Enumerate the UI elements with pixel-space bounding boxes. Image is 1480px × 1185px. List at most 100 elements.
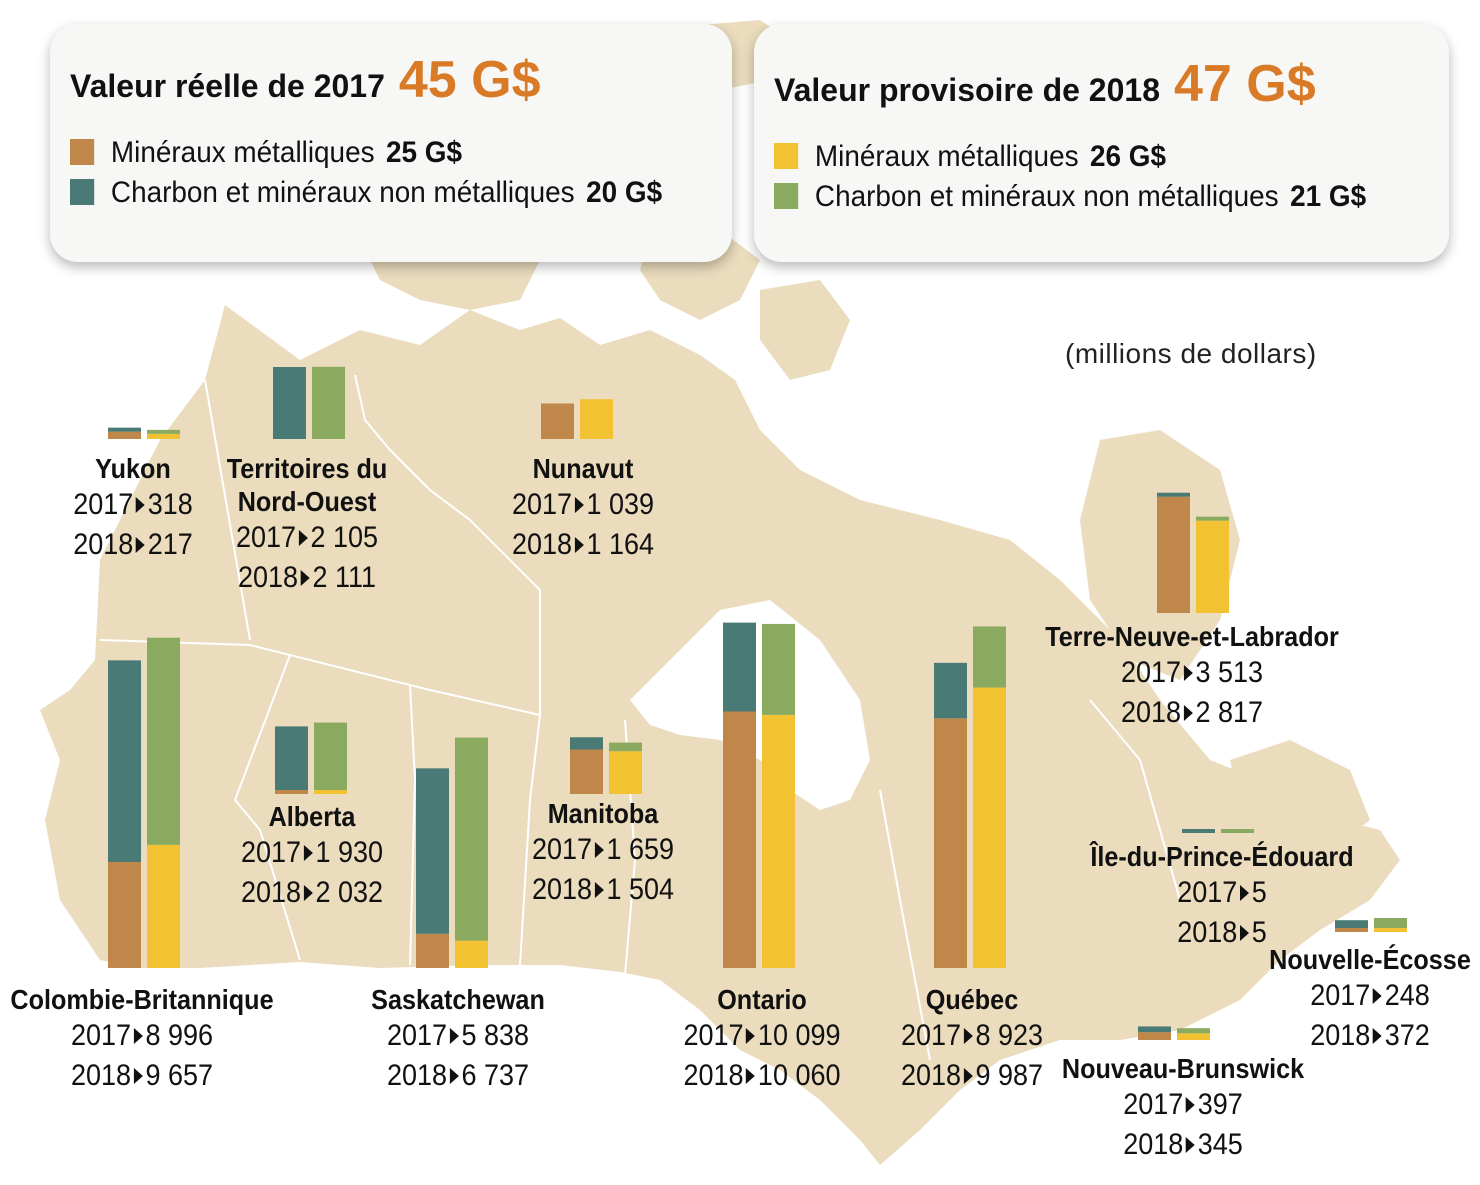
year-label: 2017 <box>1120 656 1182 689</box>
year-label: 2017 <box>70 1019 132 1052</box>
value-label: 318 <box>147 488 193 521</box>
arrow-right-icon <box>298 530 308 546</box>
province-value-2018: 2018 9 987 <box>792 1056 1152 1096</box>
arrow-right-icon <box>133 1028 143 1044</box>
year-label: 2018 <box>240 876 302 909</box>
bar-2018-metallic-prov-9 <box>1196 520 1229 613</box>
arrow-right-icon <box>1240 925 1250 941</box>
arrow-right-icon <box>1373 1028 1383 1044</box>
year-label: 2017 <box>386 1019 448 1052</box>
bar-2018-nonmetallic-prov-8 <box>973 626 1006 688</box>
arrow-right-icon <box>303 845 313 861</box>
summary-box-2018: Valeur provisoire de 2018 47 G$ Minéraux … <box>754 24 1449 262</box>
bar-2018-metallic-prov-5 <box>455 940 488 968</box>
swatch-metallic-2017 <box>70 139 95 165</box>
value-label: 397 <box>1197 1088 1243 1121</box>
province-label-prov-4: Alberta 2017 1 930 2018 2 032 <box>112 800 512 913</box>
bar-2017-nonmetallic-prov-9 <box>1157 492 1190 497</box>
year-label: 2018 <box>1123 1128 1184 1161</box>
year-label: 2017 <box>511 488 573 521</box>
province-value-2017: 2017 397 <box>1003 1085 1363 1125</box>
province-name: Ontario <box>717 984 807 1015</box>
bar-2017-nonmetallic-prov-10 <box>1182 829 1215 833</box>
value-label: 10 060 <box>757 1059 841 1092</box>
province-value-2018: 2018 9 657 <box>0 1056 322 1096</box>
summary-title-2018: Valeur provisoire de 2018 <box>774 72 1160 108</box>
province-label-prov-6: Manitoba 2017 1 659 2018 1 504 <box>403 797 803 910</box>
arrow-right-icon <box>746 1028 756 1044</box>
value-label: 8 996 <box>145 1019 214 1052</box>
province-name: Nunavut <box>532 453 634 484</box>
arrow-right-icon <box>303 885 313 901</box>
bar-2018-nonmetallic-prov-7 <box>762 623 795 715</box>
province-value-2017: 2017 2 105 <box>127 518 487 558</box>
arrow-right-icon <box>594 882 604 898</box>
value-label: 1 039 <box>586 488 655 521</box>
arrow-right-icon <box>1183 665 1193 681</box>
arrow-right-icon <box>449 1068 459 1084</box>
bar-2017-nonmetallic-prov-11 <box>1335 920 1368 928</box>
province-label-prov-0: Yukon 2017 318 2018 217 <box>0 452 333 565</box>
bar-2017-metallic-prov-3 <box>108 861 141 968</box>
value-label: 9 987 <box>975 1059 1044 1092</box>
year-label: 2017 <box>1177 876 1238 909</box>
bar-2017-metallic-prov-9 <box>1157 496 1190 613</box>
year-label: 2017 <box>900 1019 962 1052</box>
province-value-2017: 2017 3 513 <box>1012 653 1372 693</box>
year-label: 2018 <box>531 873 593 906</box>
province-label-prov-7: Ontario 2017 10 099 2018 10 060 <box>562 983 962 1096</box>
value-label: 5 <box>1251 876 1267 909</box>
province-value-2017: 2017 10 099 <box>582 1016 942 1056</box>
year-label: 2018 <box>511 528 573 561</box>
province-name: Nouvelle-Écosse <box>1269 944 1471 975</box>
province-value-2017: 2017 1 039 <box>403 485 763 525</box>
year-label: 2018 <box>70 1059 132 1092</box>
province-name: Nouveau-Brunswick <box>1061 1053 1305 1084</box>
bar-2018-nonmetallic-prov-6 <box>609 742 642 752</box>
value-label: 217 <box>147 528 193 561</box>
year-label: 2017 <box>240 836 302 869</box>
bar-2018-metallic-prov-7 <box>762 714 795 968</box>
bar-2018-metallic-prov-0 <box>147 433 180 439</box>
bar-2017-metallic-prov-8 <box>934 718 967 968</box>
arrow-right-icon <box>574 537 584 553</box>
legend-metallic-2018: Minéraux métalliques 26 G$ <box>774 140 1166 174</box>
province-value-2018: 2018 1 504 <box>423 870 783 910</box>
legend-nonmetallic-2017: Charbon et minéraux non métalliques 20 G… <box>70 176 662 210</box>
province-label-prov-11: Nouvelle-Écosse 2017 248 2018 372 <box>1170 943 1480 1056</box>
arrow-right-icon <box>1183 705 1193 721</box>
value-label: 248 <box>1384 979 1430 1012</box>
province-value-2018: 2018 217 <box>0 525 313 565</box>
arrow-right-icon <box>1373 988 1383 1004</box>
province-name: Terre-Neuve-et-Labrador <box>1045 621 1339 652</box>
province-label-prov-1: Territoires du Nord-Ouest 2017 2 105 2018 2 … <box>107 452 507 598</box>
province-label-prov-8: Québec 2017 8 923 2018 9 987 <box>772 983 1172 1096</box>
unit-label: (millions de dollars) <box>1065 338 1317 369</box>
arrow-right-icon <box>133 1068 143 1084</box>
value-label: 2 105 <box>310 521 379 554</box>
value-label: 8 923 <box>975 1019 1044 1052</box>
bar-2018-nonmetallic-prov-12 <box>1177 1028 1210 1034</box>
bar-2017-metallic-prov-7 <box>723 711 756 968</box>
value-label: 5 838 <box>461 1019 530 1052</box>
year-label: 2018 <box>683 1059 744 1092</box>
province-value-2017: 2017 8 923 <box>792 1016 1152 1056</box>
arrow-right-icon <box>449 1028 459 1044</box>
legend-nonmetallic-2018: Charbon et minéraux non métalliques 21 G… <box>774 180 1366 214</box>
value-label: 1 659 <box>606 833 675 866</box>
arrow-right-icon <box>574 497 584 513</box>
bar-2017-metallic-prov-6 <box>570 749 603 794</box>
province-name: Territoires du Nord-Ouest <box>226 453 388 517</box>
province-value-2017: 2017 5 <box>1042 873 1402 913</box>
bar-2018-nonmetallic-prov-10 <box>1221 829 1254 833</box>
summary-box-2017: Valeur réelle de 2017 45 G$ Minéraux méta… <box>50 24 732 262</box>
province-value-2017: 2017 248 <box>1190 976 1480 1016</box>
bar-2017-nonmetallic-prov-8 <box>934 662 967 719</box>
summary-total-2017: 45 G$ <box>398 51 541 109</box>
bar-2018-nonmetallic-prov-9 <box>1196 516 1229 521</box>
value-label: 372 <box>1384 1019 1430 1052</box>
bar-2017-nonmetallic-prov-6 <box>570 737 603 750</box>
province-value-2018: 2018 2 111 <box>127 558 487 598</box>
year-label: 2018 <box>900 1059 962 1092</box>
